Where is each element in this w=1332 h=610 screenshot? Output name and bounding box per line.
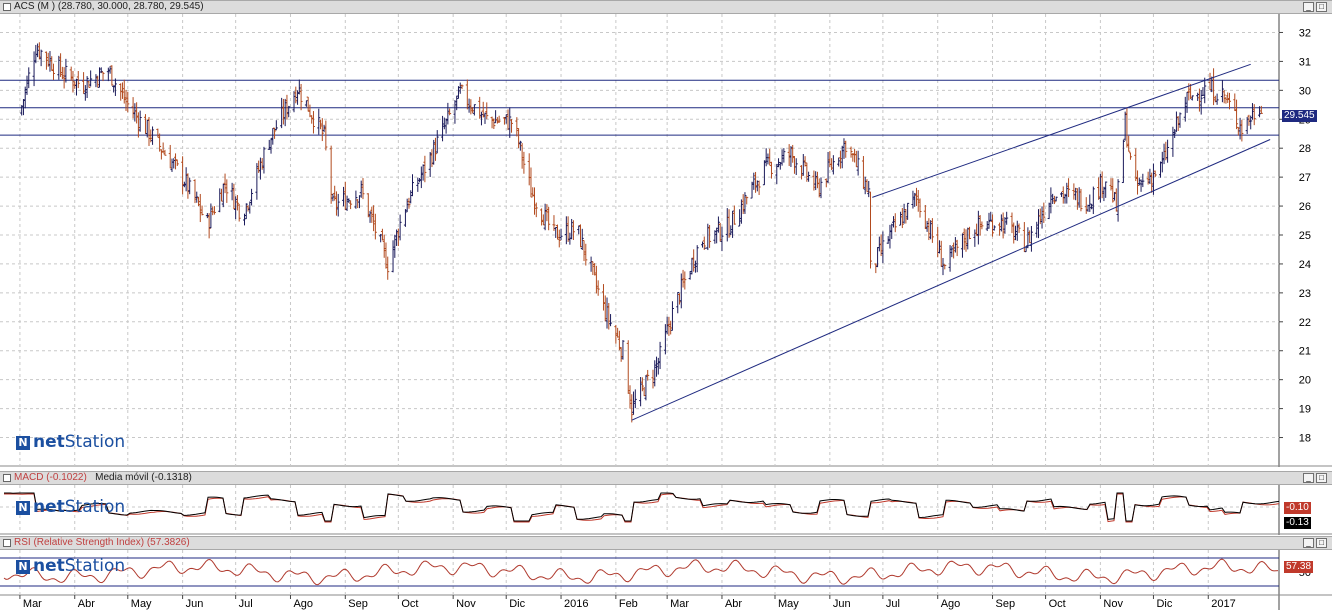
trendline xyxy=(631,139,1271,421)
x-axis-month-label: Ago xyxy=(941,598,961,610)
x-axis-month-label: 2016 xyxy=(564,598,588,610)
rsi-panel-title: RSI (Relative Strength Index) (57.3826) xyxy=(14,537,190,549)
price-chart[interactable]: 323130292827262524232221201918 xyxy=(0,14,1332,467)
macd-panel-header: MACD (-0.1022) Media móvil (-0.1318) _ □ xyxy=(0,471,1332,485)
x-axis-month-label: Dic xyxy=(509,598,525,610)
price-y-tick-label: 22 xyxy=(1299,317,1311,329)
price-panel-header: ACS (M ) (28.780, 30.000, 28.780, 29.545… xyxy=(0,0,1332,14)
maximize-button[interactable]: □ xyxy=(1316,2,1327,12)
panel-icon xyxy=(3,474,11,482)
trendline xyxy=(872,63,1251,198)
netstation-logo-icon: N xyxy=(16,436,30,450)
price-y-tick-label: 25 xyxy=(1299,230,1311,242)
price-y-tick-label: 30 xyxy=(1299,85,1311,97)
watermark-text: Station xyxy=(64,497,126,517)
rsi-value-tag: 57.38 xyxy=(1284,561,1314,573)
price-y-tick-label: 31 xyxy=(1299,56,1311,68)
price-y-tick-label: 19 xyxy=(1299,404,1311,416)
maximize-button[interactable]: □ xyxy=(1316,473,1327,483)
price-y-tick-label: 24 xyxy=(1299,259,1311,271)
rsi-title: RSI (Relative Strength Index) (57.3826) xyxy=(14,537,190,548)
x-axis-month-label: Feb xyxy=(619,598,638,610)
macd-chart[interactable]: 0 xyxy=(0,485,1332,535)
macd-line xyxy=(4,492,1280,522)
price-y-tick-label: 21 xyxy=(1299,346,1311,358)
x-axis-month-label: Mar xyxy=(23,598,42,610)
rsi-panel-header: RSI (Relative Strength Index) (57.3826) … xyxy=(0,536,1332,550)
price-y-tick-label: 23 xyxy=(1299,288,1311,300)
netstation-logo-icon: N xyxy=(16,501,30,515)
x-axis-month-label: May xyxy=(131,598,152,610)
macd-ma-title: Media móvil (-0.1318) xyxy=(95,472,192,483)
x-axis-month-label: Nov xyxy=(1103,598,1123,610)
x-axis-month-label: Mar xyxy=(670,598,689,610)
panel-icon xyxy=(3,3,11,11)
macd-panel-title: MACD (-0.1022) Media móvil (-0.1318) xyxy=(14,472,192,484)
price-y-tick-label: 27 xyxy=(1299,172,1311,184)
watermark-text: Station xyxy=(64,556,126,576)
x-axis-month-label: Abr xyxy=(725,598,742,610)
x-axis-month-label: Nov xyxy=(456,598,476,610)
macd-title: MACD (-0.1022) xyxy=(14,472,87,483)
x-axis-month-label: Ago xyxy=(293,598,313,610)
macd-signal-line xyxy=(4,493,1280,523)
netstation-logo-icon: N xyxy=(16,560,30,574)
x-axis-month-label: 2017 xyxy=(1211,598,1235,610)
x-axis-month-label: Sep xyxy=(996,598,1016,610)
watermark-bold: net xyxy=(33,556,65,576)
signal-value-tag: -0.13 xyxy=(1284,517,1311,529)
x-axis-month-label: Jun xyxy=(833,598,851,610)
minimize-button[interactable]: _ xyxy=(1303,538,1314,548)
x-axis-month-label: Oct xyxy=(1049,598,1066,610)
x-axis-month-label: Jul xyxy=(886,598,900,610)
watermark-bold: net xyxy=(33,432,65,452)
price-y-tick-label: 26 xyxy=(1299,201,1311,213)
last-price-tag: 29.545 xyxy=(1282,110,1317,122)
x-axis-month-label: Jul xyxy=(239,598,253,610)
rsi-line xyxy=(3,558,1279,586)
price-y-tick-label: 18 xyxy=(1299,433,1311,445)
minimize-button[interactable]: _ xyxy=(1303,2,1314,12)
x-axis-month-label: May xyxy=(778,598,799,610)
maximize-button[interactable]: □ xyxy=(1316,538,1327,548)
macd-value-tag: -0.10 xyxy=(1284,502,1311,514)
price-y-tick-label: 32 xyxy=(1299,27,1311,39)
price-panel-title: ACS (M ) (28.780, 30.000, 28.780, 29.545… xyxy=(14,1,204,12)
x-axis-month-label: Jun xyxy=(186,598,204,610)
price-y-tick-label: 20 xyxy=(1299,375,1311,387)
watermark-text: Station xyxy=(64,432,126,452)
x-axis-month-label: Abr xyxy=(78,598,95,610)
panel-icon xyxy=(3,539,11,547)
minimize-button[interactable]: _ xyxy=(1303,473,1314,483)
watermark-bold: net xyxy=(33,497,65,517)
x-axis-month-label: Oct xyxy=(401,598,418,610)
price-y-tick-label: 28 xyxy=(1299,143,1311,155)
x-axis-month-label: Sep xyxy=(348,598,368,610)
x-axis-month-label: Dic xyxy=(1156,598,1172,610)
